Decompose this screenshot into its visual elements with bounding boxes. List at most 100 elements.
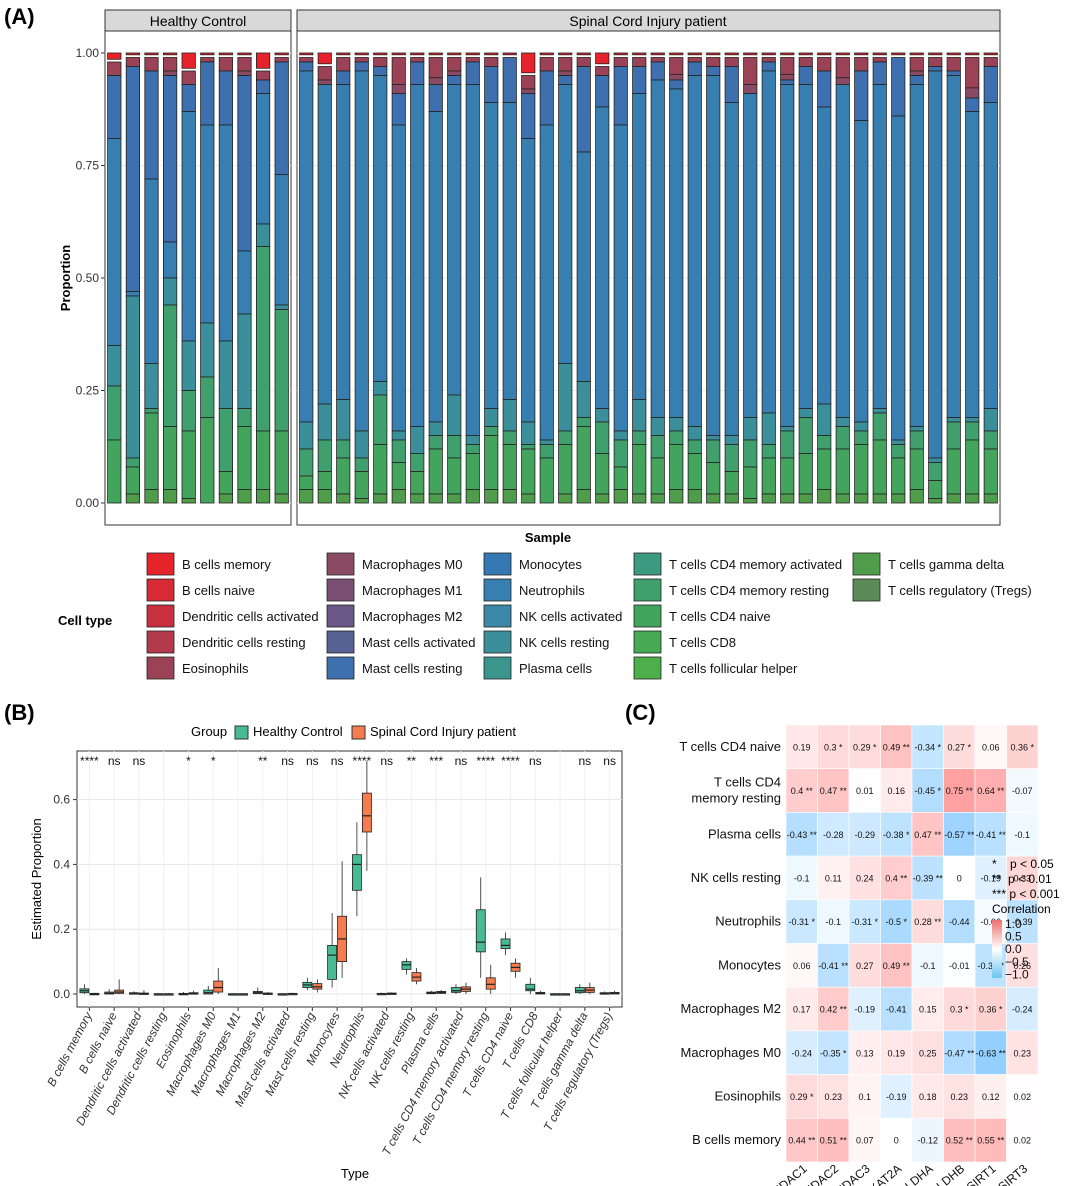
heatmap-value: -0.12 (917, 1136, 938, 1146)
bar-segment (299, 489, 314, 504)
panel-label-c: (C) (625, 700, 656, 725)
bar-segment (336, 457, 351, 495)
bar-segment (428, 493, 443, 504)
bar-segment (835, 417, 850, 427)
bar-segment (447, 435, 462, 459)
bar-segment (255, 430, 271, 490)
colorbar-tick-label: 0.5 (1005, 930, 1022, 944)
significance-label: ns (578, 754, 591, 768)
bar-segment (539, 70, 554, 126)
heatmap-value: 0.47 ** (914, 830, 942, 840)
bar-segment (447, 394, 462, 436)
legend-swatch (326, 630, 355, 654)
bar-segment (946, 52, 961, 56)
panel-label-b: (B) (4, 700, 35, 725)
y-axis-title-b: Estimated Proportion (29, 818, 44, 939)
legend-swatch (146, 630, 175, 654)
bar-segment (539, 457, 554, 504)
bar-segment (354, 471, 369, 499)
heatmap-value: -0.44 (949, 917, 970, 927)
bar-segment (946, 448, 961, 495)
bar-segment (650, 79, 665, 418)
y-tick-label-a: 0.75 (76, 159, 100, 173)
significance-label: ns (281, 754, 294, 768)
bar-segment (854, 430, 869, 445)
bar-segment (798, 52, 813, 56)
heatmap-value: 0.12 (982, 1092, 1000, 1102)
bar-segment (391, 462, 406, 490)
heatmap-cell (943, 812, 976, 857)
legend-label: Monocytes (519, 557, 582, 572)
bar-segment (724, 435, 739, 445)
heatmap-value: -0.1 (920, 961, 936, 971)
bar-segment (144, 363, 159, 409)
bar-segment (373, 57, 388, 67)
bar-segment (162, 277, 178, 306)
legend-swatch (483, 656, 512, 680)
heatmap-value: 0.49 ** (883, 961, 911, 971)
bar-segment (835, 77, 850, 85)
bar-segment (798, 408, 813, 418)
bar-segment (255, 223, 271, 247)
bar-segment (798, 453, 813, 495)
bar-segment (595, 106, 610, 409)
bar-segment (780, 57, 795, 75)
bar-segment (909, 489, 924, 504)
bar-segment (144, 52, 159, 56)
bar-segment (650, 435, 665, 459)
bar-segment (428, 448, 443, 495)
bar-segment (125, 66, 140, 292)
legend-swatch (633, 552, 662, 576)
bar-segment (743, 84, 758, 94)
bar-segment (125, 466, 140, 495)
bar-segment (317, 79, 332, 85)
y-tick-label-b: 0.2 (53, 922, 70, 936)
bar-segment (928, 462, 943, 481)
bar-segment (835, 426, 850, 450)
bar-segment (428, 435, 443, 450)
heatmap-value: -0.41 ** (976, 830, 1007, 840)
heatmap-value: -0.5 * (885, 917, 907, 927)
bar-segment (144, 70, 159, 180)
bar-segment (465, 52, 480, 56)
bar-segment (798, 493, 813, 504)
bar-segment (743, 466, 758, 499)
bar-segment (502, 57, 517, 103)
heatmap-value: 0.51 ** (820, 1136, 848, 1146)
bar-segment (687, 75, 702, 427)
bar-segment (650, 57, 665, 63)
heatmap-cell (943, 1118, 976, 1163)
bar-segment (743, 498, 758, 504)
bar-segment (983, 448, 998, 495)
colorbar-tick-label: −0.5 (1005, 955, 1029, 969)
bar-segment (891, 444, 906, 459)
bar-segment (237, 52, 252, 56)
heatmap-cell (1006, 1118, 1039, 1163)
bar-segment (107, 75, 122, 139)
bar-segment (255, 489, 271, 504)
heatmap-value: -0.47 ** (944, 1048, 975, 1058)
heatmap-value: 0.28 ** (914, 917, 942, 927)
heatmap-cell (911, 724, 944, 770)
heatmap-cell (785, 986, 818, 1032)
y-axis-title-a: Proportion (58, 245, 73, 311)
legend-swatch-sci (351, 725, 366, 740)
bar-segment (687, 57, 702, 63)
legend-label: T cells CD4 memory activated (669, 557, 842, 572)
bar-segment (576, 426, 591, 490)
heatmap-cell (974, 812, 1007, 857)
legend-swatch (483, 630, 512, 654)
bar-segment (162, 75, 178, 243)
heatmap-cell (848, 855, 881, 901)
bar-segment (317, 52, 332, 65)
heatmap-value: -0.63 ** (976, 1048, 1007, 1058)
bar-segment (539, 57, 554, 72)
bar-segment (391, 439, 406, 463)
bar-segment (965, 111, 980, 418)
bar-segment (669, 79, 684, 90)
heatmap-value: 0.4 ** (791, 786, 814, 796)
y-tick-label-a: 1.00 (76, 46, 100, 60)
heatmap-value: -0.19 (886, 1092, 907, 1102)
heatmap-cell (1006, 768, 1039, 813)
bar-segment (780, 430, 795, 459)
